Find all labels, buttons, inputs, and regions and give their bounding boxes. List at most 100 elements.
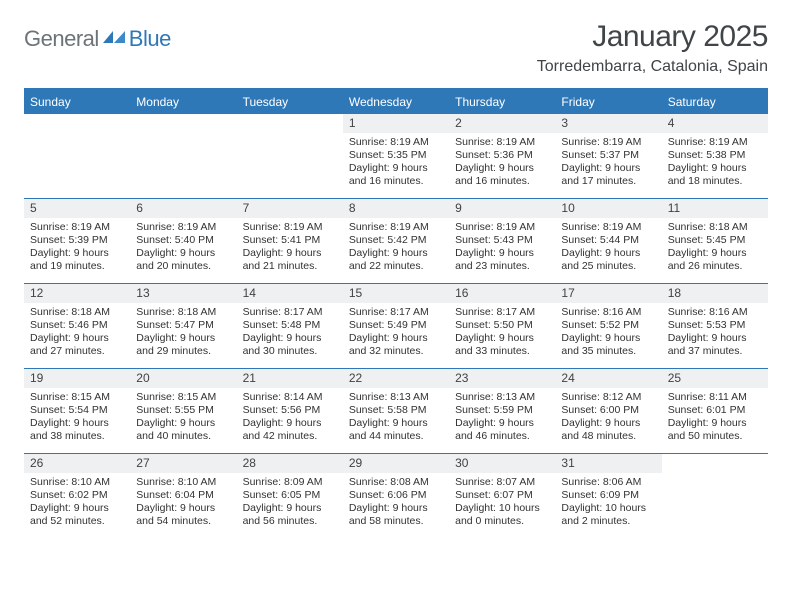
day-detail-line: Sunset: 5:52 PM: [561, 319, 655, 332]
day-cell: 27Sunrise: 8:10 AMSunset: 6:04 PMDayligh…: [130, 454, 236, 538]
day-detail-line: Daylight: 9 hours: [243, 247, 337, 260]
day-detail-line: Sunrise: 8:17 AM: [349, 306, 443, 319]
day-number: 28: [237, 454, 343, 473]
day-cell: 26Sunrise: 8:10 AMSunset: 6:02 PMDayligh…: [24, 454, 130, 538]
day-details: Sunrise: 8:15 AMSunset: 5:55 PMDaylight:…: [130, 388, 236, 448]
day-detail-line: Sunrise: 8:19 AM: [561, 136, 655, 149]
day-detail-line: Daylight: 9 hours: [136, 502, 230, 515]
day-cell: 31Sunrise: 8:06 AMSunset: 6:09 PMDayligh…: [555, 454, 661, 538]
day-detail-line: and 26 minutes.: [668, 260, 762, 273]
day-detail-line: Sunset: 6:00 PM: [561, 404, 655, 417]
day-cell: 12Sunrise: 8:18 AMSunset: 5:46 PMDayligh…: [24, 284, 130, 368]
day-detail-line: and 40 minutes.: [136, 430, 230, 443]
day-detail-line: Daylight: 9 hours: [455, 162, 549, 175]
day-cell: 7Sunrise: 8:19 AMSunset: 5:41 PMDaylight…: [237, 199, 343, 283]
day-cell: 14Sunrise: 8:17 AMSunset: 5:48 PMDayligh…: [237, 284, 343, 368]
day-detail-line: Daylight: 9 hours: [30, 502, 124, 515]
day-detail-line: and 52 minutes.: [30, 515, 124, 528]
day-detail-line: and 46 minutes.: [455, 430, 549, 443]
day-detail-line: Daylight: 9 hours: [561, 162, 655, 175]
day-details: Sunrise: 8:19 AMSunset: 5:43 PMDaylight:…: [449, 218, 555, 278]
day-detail-line: and 32 minutes.: [349, 345, 443, 358]
day-detail-line: and 20 minutes.: [136, 260, 230, 273]
day-number: 19: [24, 369, 130, 388]
day-detail-line: Daylight: 9 hours: [668, 247, 762, 260]
logo: General Blue: [24, 26, 171, 52]
day-number: 6: [130, 199, 236, 218]
day-number: 12: [24, 284, 130, 303]
day-detail-line: Sunset: 5:56 PM: [243, 404, 337, 417]
weeks-container: 1Sunrise: 8:19 AMSunset: 5:35 PMDaylight…: [24, 114, 768, 538]
day-cell: 23Sunrise: 8:13 AMSunset: 5:59 PMDayligh…: [449, 369, 555, 453]
day-number: 29: [343, 454, 449, 473]
day-detail-line: Sunset: 5:39 PM: [30, 234, 124, 247]
day-detail-line: Sunset: 5:36 PM: [455, 149, 549, 162]
day-detail-line: Sunrise: 8:18 AM: [668, 221, 762, 234]
day-detail-line: and 16 minutes.: [349, 175, 443, 188]
day-detail-line: and 2 minutes.: [561, 515, 655, 528]
day-detail-line: Sunrise: 8:15 AM: [30, 391, 124, 404]
day-details: Sunrise: 8:19 AMSunset: 5:39 PMDaylight:…: [24, 218, 130, 278]
day-detail-line: Sunrise: 8:19 AM: [349, 221, 443, 234]
day-detail-line: Daylight: 9 hours: [349, 417, 443, 430]
day-number: [237, 114, 343, 133]
day-detail-line: Sunrise: 8:13 AM: [349, 391, 443, 404]
day-cell: 1Sunrise: 8:19 AMSunset: 5:35 PMDaylight…: [343, 114, 449, 198]
day-details: Sunrise: 8:19 AMSunset: 5:44 PMDaylight:…: [555, 218, 661, 278]
day-detail-line: Sunset: 5:49 PM: [349, 319, 443, 332]
day-details: Sunrise: 8:17 AMSunset: 5:49 PMDaylight:…: [343, 303, 449, 363]
day-detail-line: and 35 minutes.: [561, 345, 655, 358]
day-detail-line: Sunset: 5:59 PM: [455, 404, 549, 417]
day-detail-line: Sunset: 5:54 PM: [30, 404, 124, 417]
day-detail-line: Sunrise: 8:14 AM: [243, 391, 337, 404]
day-details: Sunrise: 8:13 AMSunset: 5:59 PMDaylight:…: [449, 388, 555, 448]
day-detail-line: Sunset: 5:58 PM: [349, 404, 443, 417]
day-detail-line: Sunset: 5:46 PM: [30, 319, 124, 332]
day-detail-line: and 44 minutes.: [349, 430, 443, 443]
day-detail-line: Sunrise: 8:19 AM: [349, 136, 443, 149]
day-cell: 18Sunrise: 8:16 AMSunset: 5:53 PMDayligh…: [662, 284, 768, 368]
day-detail-line: Sunset: 6:01 PM: [668, 404, 762, 417]
day-detail-line: and 58 minutes.: [349, 515, 443, 528]
day-detail-line: Sunset: 5:45 PM: [668, 234, 762, 247]
day-detail-line: Sunset: 5:40 PM: [136, 234, 230, 247]
day-detail-line: Sunset: 6:05 PM: [243, 489, 337, 502]
day-cell: 24Sunrise: 8:12 AMSunset: 6:00 PMDayligh…: [555, 369, 661, 453]
weekday-header-row: SundayMondayTuesdayWednesdayThursdayFrid…: [24, 90, 768, 114]
logo-triangle-icon: [103, 29, 127, 50]
day-cell: [24, 114, 130, 198]
day-number: 17: [555, 284, 661, 303]
day-cell: 29Sunrise: 8:08 AMSunset: 6:06 PMDayligh…: [343, 454, 449, 538]
day-detail-line: Sunrise: 8:18 AM: [136, 306, 230, 319]
day-number: 13: [130, 284, 236, 303]
day-detail-line: Sunset: 5:41 PM: [243, 234, 337, 247]
day-detail-line: and 19 minutes.: [30, 260, 124, 273]
day-cell: 16Sunrise: 8:17 AMSunset: 5:50 PMDayligh…: [449, 284, 555, 368]
day-details: Sunrise: 8:14 AMSunset: 5:56 PMDaylight:…: [237, 388, 343, 448]
day-cell: [130, 114, 236, 198]
weekday-header: Saturday: [662, 90, 768, 114]
day-detail-line: Sunrise: 8:19 AM: [136, 221, 230, 234]
day-detail-line: Sunrise: 8:08 AM: [349, 476, 443, 489]
day-details: Sunrise: 8:07 AMSunset: 6:07 PMDaylight:…: [449, 473, 555, 533]
day-cell: 3Sunrise: 8:19 AMSunset: 5:37 PMDaylight…: [555, 114, 661, 198]
day-detail-line: Daylight: 9 hours: [136, 417, 230, 430]
calendar-page: General Blue January 2025 Torredembarra,…: [0, 0, 792, 558]
day-detail-line: Sunrise: 8:19 AM: [243, 221, 337, 234]
day-detail-line: Sunset: 5:53 PM: [668, 319, 762, 332]
day-detail-line: and 0 minutes.: [455, 515, 549, 528]
month-title: January 2025: [537, 20, 768, 54]
day-details: Sunrise: 8:19 AMSunset: 5:41 PMDaylight:…: [237, 218, 343, 278]
week-row: 1Sunrise: 8:19 AMSunset: 5:35 PMDaylight…: [24, 114, 768, 198]
day-detail-line: Daylight: 9 hours: [455, 247, 549, 260]
day-number: 23: [449, 369, 555, 388]
day-details: Sunrise: 8:18 AMSunset: 5:46 PMDaylight:…: [24, 303, 130, 363]
day-detail-line: Sunset: 5:37 PM: [561, 149, 655, 162]
day-detail-line: Daylight: 9 hours: [243, 417, 337, 430]
day-detail-line: and 33 minutes.: [455, 345, 549, 358]
day-number: 10: [555, 199, 661, 218]
day-number: 22: [343, 369, 449, 388]
weekday-header: Wednesday: [343, 90, 449, 114]
day-detail-line: Sunrise: 8:19 AM: [30, 221, 124, 234]
day-detail-line: Daylight: 10 hours: [561, 502, 655, 515]
